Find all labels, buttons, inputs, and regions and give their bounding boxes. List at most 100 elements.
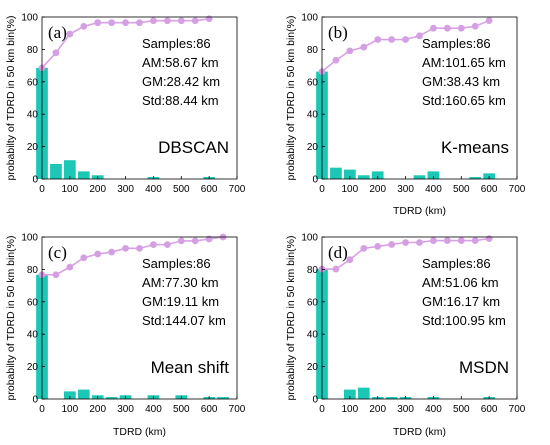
x-tick-label: 400 [145,184,162,195]
y-tick-label: 40 [27,330,39,341]
y-tick-label: 60 [27,297,39,308]
y-axis-label: probabilty of TDRD in 50 km bin(%) [5,16,17,181]
x-axis-label: TDRD (km) [113,426,166,438]
cumulative-point [94,19,102,27]
cumulative-point [430,237,437,244]
x-tick-label: 600 [201,184,218,195]
x-tick-label: 0 [319,404,325,415]
method-label: DBSCAN [158,138,229,157]
cumulative-point [332,265,340,273]
x-tick-label: 100 [342,184,359,195]
panel-letter: (d) [328,243,348,262]
cumulative-point [163,241,171,249]
histogram-bar [77,171,90,179]
stats-line: Samples:86 [142,256,211,271]
y-tick-label: 40 [307,330,319,341]
stats-line: AM:101.65 km [422,55,506,70]
histogram-bar [77,389,90,399]
x-tick-label: 700 [229,404,246,415]
cumulative-point [360,43,368,51]
cumulative-point [346,47,354,55]
x-tick-label: 700 [509,404,526,415]
cumulative-point [66,263,74,271]
y-tick-label: 80 [307,45,319,56]
x-tick-label: 0 [39,184,45,195]
cumulative-point [443,24,451,32]
x-tick-label: 500 [173,184,190,195]
y-tick-label: 60 [307,297,319,308]
histogram-bar [217,397,229,399]
x-axis-label: TDRD (km) [393,426,446,438]
histogram-bar [385,397,398,399]
x-tick-label: 100 [342,404,359,415]
x-axis-label: TDRD (km) [393,205,446,217]
stats-line: AM:77.30 km [142,275,219,290]
cumulative-point [136,19,143,27]
cumulative-point [122,19,129,27]
x-tick-label: 600 [201,404,218,415]
x-tick-label: 300 [117,184,134,195]
cumulative-point [150,17,157,25]
cumulative-point [430,24,437,32]
cumulative-point [108,248,116,256]
stats-line: Std:100.95 km [422,313,506,328]
x-tick-label: 400 [425,184,442,195]
cumulative-point [205,235,213,243]
cumulative-point [457,24,465,32]
histogram-bar [330,167,342,179]
plot-frame [321,236,518,400]
y-axis-label: probabilty of TDRD in 50 km bin(%) [285,236,297,401]
y-tick-label: 100 [21,233,38,244]
stats-line: Samples:86 [422,36,491,51]
cumulative-point [177,17,185,25]
x-tick-label: 200 [89,184,106,195]
x-tick-label: 700 [509,184,526,195]
cumulative-point [402,36,409,43]
stats-line: GM:28.42 km [142,74,220,89]
x-tick-label: 700 [229,184,246,195]
x-tick-label: 400 [145,404,162,415]
chart-panel-2: 0 100 200 300 400 500 600 700 0 20 40 60 80 100 probab… [285,13,526,218]
y-tick-label: 40 [307,110,319,121]
chart-panel-4: 0 100 200 300 400 500 600 700 0 20 40 60 80 100 probab… [285,233,526,439]
x-tick-label: 600 [481,184,498,195]
stats-line: Samples:86 [422,256,491,271]
cumulative-point [80,254,88,262]
histogram-bar [105,397,118,399]
stats-line: GM:19.11 km [142,294,219,309]
cumulative-point [346,256,354,264]
chart-panel-3: 0 100 200 300 400 500 600 700 0 20 40 60 80 100 probab… [5,233,246,439]
y-tick-label: 20 [27,142,39,153]
cumulative-point [374,36,382,43]
cumulative-point [374,242,382,250]
cumulative-point [388,241,396,248]
cumulative-point [457,237,465,244]
histogram-bar [64,160,76,179]
y-tick-label: 100 [21,13,38,24]
cumulative-point [52,271,60,279]
x-tick-label: 100 [62,184,79,195]
stats-line: AM:51.06 km [422,275,499,290]
cumulative-point [360,244,368,252]
stats-line: Std:160.65 km [422,93,506,108]
stats-line: Std:88.44 km [142,93,219,108]
stats-line: AM:58.67 km [142,55,219,70]
y-tick-label: 20 [307,362,319,373]
cumulative-point [485,235,493,243]
y-tick-label: 20 [27,362,39,373]
histogram-bar [64,391,76,399]
chart-panel-1: 0 100 200 300 400 500 600 700 0 20 40 60 80 100 probab… [5,13,246,196]
cumulative-point [191,17,199,25]
cumulative-point [177,237,185,245]
plot-frame [41,236,238,400]
x-tick-label: 300 [117,404,134,415]
panel-letter: (b) [328,23,348,42]
x-tick-label: 0 [319,184,325,195]
x-tick-label: 600 [481,404,498,415]
cumulative-point [388,36,396,43]
cumulative-point [94,250,102,258]
y-tick-label: 0 [312,395,318,406]
cumulative-point [416,239,423,246]
plot-frame [321,16,518,180]
